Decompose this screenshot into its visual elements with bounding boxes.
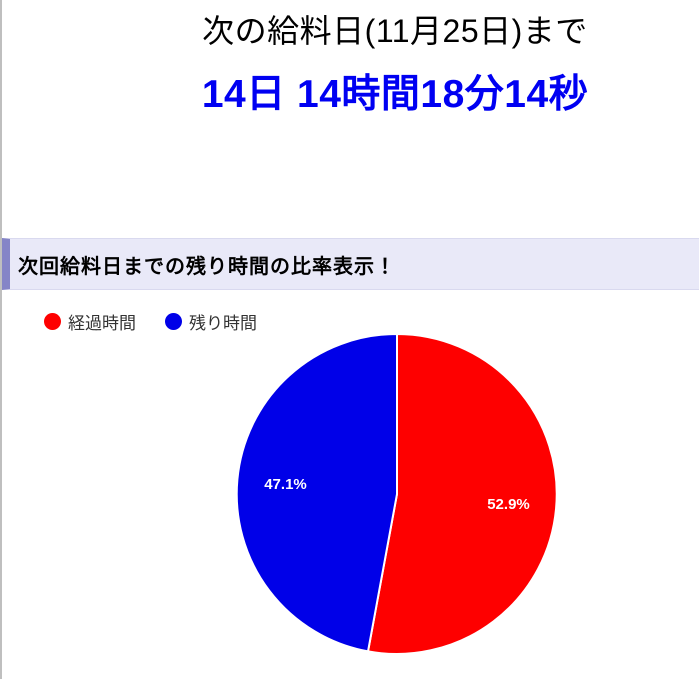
legend-dot-remaining-icon bbox=[165, 313, 182, 330]
legend-item-remaining[interactable]: 残り時間 bbox=[165, 309, 257, 334]
pie-slice-label-elapsed: 52.9% bbox=[487, 496, 530, 513]
pie-slice-label-remaining: 47.1% bbox=[264, 476, 307, 493]
legend-label-remaining: 残り時間 bbox=[189, 314, 257, 333]
section-heading-bar: 次回給料日までの残り時間の比率表示！ bbox=[2, 238, 699, 290]
page-title: 次の給料日(11月25日)まで bbox=[202, 13, 588, 49]
chart-legend: 経過時間 残り時間 bbox=[44, 309, 257, 334]
page-left-border bbox=[0, 0, 2, 679]
pie-slice-remaining[interactable] bbox=[235, 332, 398, 653]
legend-item-elapsed[interactable]: 経過時間 bbox=[44, 309, 136, 334]
section-heading-text: 次回給料日までの残り時間の比率表示！ bbox=[18, 255, 396, 278]
countdown-timer: 14日 14時間18分14秒 bbox=[201, 73, 589, 116]
pie-slice-elapsed[interactable] bbox=[367, 333, 558, 655]
legend-dot-elapsed-icon bbox=[44, 313, 61, 330]
legend-label-elapsed: 経過時間 bbox=[68, 314, 136, 333]
